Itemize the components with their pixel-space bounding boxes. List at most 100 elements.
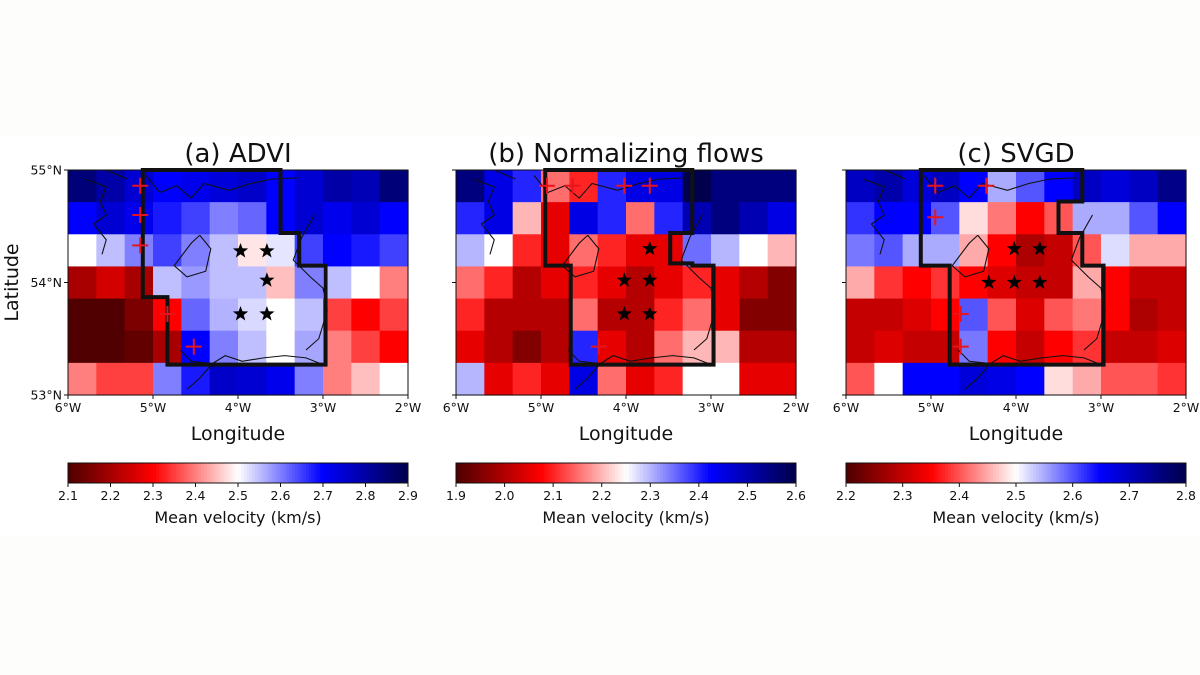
colorbar-segment bbox=[1033, 463, 1037, 483]
colorbar-segment bbox=[759, 463, 763, 483]
heatmap-cell bbox=[323, 234, 352, 268]
colorbar-segment bbox=[767, 463, 771, 483]
colorbar-segment bbox=[235, 463, 239, 483]
colorbar-segment bbox=[753, 463, 757, 483]
colorbar-segment bbox=[495, 463, 499, 483]
colorbar-segment bbox=[280, 463, 284, 483]
heatmap-cell bbox=[294, 170, 324, 203]
colorbar-segment bbox=[1143, 463, 1147, 483]
heatmap-cell bbox=[1101, 170, 1130, 203]
colorbar-segment bbox=[255, 463, 259, 483]
heatmap-cell bbox=[379, 330, 409, 364]
colorbar-segment bbox=[781, 463, 786, 483]
colorbar-segment bbox=[541, 463, 545, 483]
colorbar-segment bbox=[1149, 463, 1153, 483]
heatmap-cell bbox=[739, 266, 769, 300]
colorbar-segment bbox=[1038, 463, 1042, 483]
colorbar-segment bbox=[73, 463, 77, 483]
colorbar-segment bbox=[1112, 463, 1116, 483]
coastline bbox=[106, 169, 128, 180]
heatmap-cell bbox=[597, 362, 627, 396]
colorbar-segment bbox=[874, 463, 878, 483]
colorbar-segment bbox=[1089, 463, 1093, 483]
colorbar-segment bbox=[1047, 463, 1051, 483]
panel-title: (c) SVGD bbox=[957, 139, 1074, 169]
heatmap-cell bbox=[902, 234, 932, 268]
colorbar-segment bbox=[481, 463, 485, 483]
colorbar-segment bbox=[999, 463, 1003, 483]
heatmap-cell bbox=[96, 234, 126, 268]
red-cross-marker bbox=[952, 306, 969, 322]
star-marker bbox=[1032, 274, 1048, 289]
colorbar-segment bbox=[102, 463, 106, 483]
colorbar-segment bbox=[223, 463, 228, 483]
heatmap-cell bbox=[351, 330, 381, 364]
colorbar-segment bbox=[770, 463, 774, 483]
colorbar-segment bbox=[357, 463, 361, 483]
heatmap-cell bbox=[1101, 266, 1130, 300]
x-axis-label: Longitude bbox=[969, 423, 1064, 445]
star-marker bbox=[616, 306, 632, 321]
coastline bbox=[964, 363, 991, 390]
coastline bbox=[574, 363, 601, 390]
colorbar-segment bbox=[192, 463, 196, 483]
colorbar-segment bbox=[611, 463, 616, 483]
colorbar-segment bbox=[376, 463, 381, 483]
coastline bbox=[567, 349, 712, 366]
colorbar-segment bbox=[492, 463, 497, 483]
heatmap-cell bbox=[1016, 362, 1045, 396]
colorbar-segment bbox=[1098, 463, 1102, 483]
heatmap-cell bbox=[569, 202, 599, 235]
heatmap-cell bbox=[874, 362, 904, 396]
colorbar-segment bbox=[501, 463, 505, 483]
heatmap-cell bbox=[209, 362, 239, 396]
chart-panel-2: 6°W 5°W 4°W 3°W 2°W (b) Normalizing flows Long… bbox=[443, 139, 810, 527]
colorbar-segment bbox=[198, 463, 202, 483]
heatmap-cell bbox=[238, 362, 267, 396]
colorbar-segment bbox=[736, 463, 740, 483]
colorbar-segment bbox=[521, 463, 525, 483]
colorbar-segment bbox=[385, 463, 389, 483]
colorbar-segment bbox=[1154, 463, 1159, 483]
colorbar-segment bbox=[104, 463, 109, 483]
colorbar-segment bbox=[691, 463, 695, 483]
colorbar-segment bbox=[379, 463, 383, 483]
coastline bbox=[951, 234, 990, 278]
colorbar-segment bbox=[555, 463, 559, 483]
heatmap-cell bbox=[484, 234, 514, 268]
colorbar-segment bbox=[1018, 463, 1023, 483]
colorbar-segment bbox=[674, 463, 678, 483]
colorbar-segment bbox=[953, 463, 957, 483]
colorbar-segment bbox=[668, 463, 672, 483]
colorbar-segment bbox=[733, 463, 737, 483]
colorbar-segment bbox=[172, 463, 177, 483]
colorbar-segment bbox=[317, 463, 321, 483]
heatmap-cell bbox=[739, 234, 769, 268]
heatmap-cell bbox=[68, 362, 97, 396]
colorbar-segment bbox=[147, 463, 151, 483]
heatmap-cell bbox=[124, 266, 154, 300]
colorbar-segment bbox=[399, 463, 403, 483]
heatmap-cell bbox=[124, 298, 154, 332]
colorbar-segment bbox=[575, 463, 579, 483]
coastline bbox=[84, 178, 107, 255]
heatmap-cell bbox=[484, 298, 514, 332]
colorbar-segment bbox=[1169, 463, 1173, 483]
panel-title: (b) Normalizing flows bbox=[488, 139, 764, 169]
colorbar-segment bbox=[1183, 463, 1187, 483]
heatmap-cell bbox=[456, 298, 485, 332]
heatmap-cell bbox=[1157, 330, 1187, 364]
colorbar-segment bbox=[854, 463, 858, 483]
heatmap-cell bbox=[711, 170, 740, 203]
colorbar-segment bbox=[931, 463, 935, 483]
heatmap-cell bbox=[294, 298, 324, 332]
colorbar-segment bbox=[1081, 463, 1085, 483]
heatmap-cell bbox=[959, 202, 989, 235]
heatmap-cell bbox=[1129, 362, 1159, 396]
colorbar-segment bbox=[1078, 463, 1082, 483]
colorbar-segment bbox=[773, 463, 777, 483]
panels: 6°W 5°W 4°W 3°W 2°W 53°N 54°N 55°N (a) ADVI Longi… bbox=[1, 139, 1199, 527]
colorbar-segment bbox=[888, 463, 892, 483]
colorbar-segment bbox=[628, 463, 633, 483]
heatmap-cell bbox=[238, 202, 267, 235]
